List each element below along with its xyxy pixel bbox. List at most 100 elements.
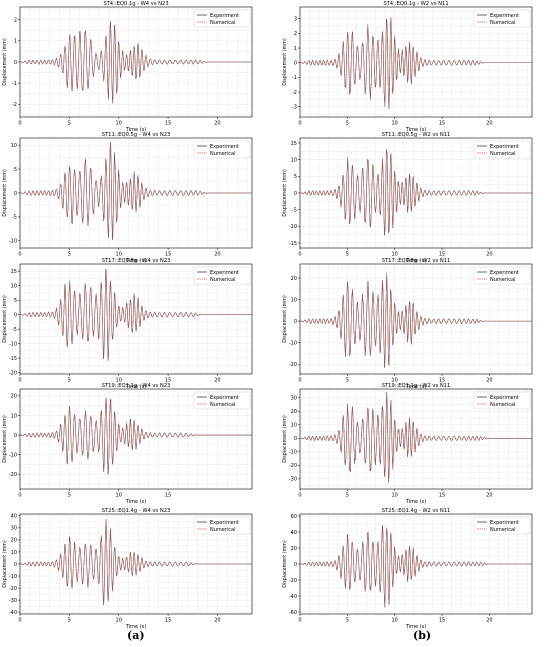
y-tick-label: 0 [14, 312, 17, 318]
legend-label-numerical: Numerical [490, 151, 516, 157]
y-tick-label: 10 [291, 423, 297, 429]
panel-label-b: (b) [413, 629, 432, 642]
y-tick-label: 20 [11, 538, 17, 544]
x-tick-label: 5 [346, 252, 349, 258]
y-tick-label: 0 [14, 191, 17, 197]
y-tick-label: -10 [289, 450, 297, 456]
x-tick-label: 5 [346, 618, 349, 624]
x-axis-label: Time (s) [405, 624, 426, 630]
y-tick-label: -10 [289, 341, 297, 347]
y-tick-label: -3 [292, 105, 297, 111]
y-tick-label: 0 [14, 562, 17, 568]
series-numerical-line [299, 151, 532, 234]
series-numerical-line [299, 526, 532, 606]
x-tick-label: 15 [165, 618, 171, 624]
x-tick-label: 15 [439, 121, 445, 127]
legend-label-experiment: Experiment [490, 520, 519, 526]
y-tick-label: -40 [9, 610, 17, 616]
legend-label-numerical: Numerical [210, 402, 236, 408]
y-tick-label: -10 [9, 574, 17, 580]
x-tick-label: 10 [116, 378, 122, 384]
x-tick-label: 10 [392, 618, 398, 624]
x-axis-label: Time (s) [125, 258, 146, 264]
x-tick-label: 20 [214, 121, 220, 127]
y-tick-label: 5 [14, 167, 17, 173]
x-tick-label: 0 [18, 493, 21, 499]
y-tick-label: 0 [294, 61, 297, 67]
y-tick-label: 10 [11, 550, 17, 556]
x-tick-label: 0 [298, 121, 301, 127]
y-tick-label: -2 [12, 102, 17, 108]
y-tick-label: -20 [9, 472, 17, 478]
x-tick-label: 15 [165, 252, 171, 258]
y-tick-label: 20 [11, 394, 17, 400]
y-tick-label: 0 [14, 433, 17, 439]
y-tick-label: 0 [14, 60, 17, 66]
legend-label-numerical: Numerical [210, 151, 236, 157]
x-axis-label: Time (s) [125, 499, 146, 505]
x-tick-label: 10 [392, 252, 398, 258]
y-tick-label: -1 [292, 75, 297, 81]
y-tick-label: -10 [289, 224, 297, 230]
legend-box [193, 391, 251, 410]
legend-label-numerical: Numerical [490, 402, 516, 408]
x-tick-label: 20 [214, 252, 220, 258]
plot-frame [19, 388, 253, 490]
chart-title: ST25::EQ1.4g - W2 vs N11 [382, 508, 451, 514]
x-axis-label: Time (s) [405, 258, 426, 264]
x-tick-label: 20 [214, 378, 220, 384]
y-tick-label: -5 [12, 327, 17, 333]
legend-label-experiment: Experiment [210, 13, 239, 19]
y-tick-label: 5 [294, 174, 297, 180]
y-tick-label: 0 [294, 319, 297, 325]
x-tick-label: 20 [486, 618, 492, 624]
x-tick-label: 10 [116, 493, 122, 499]
y-tick-label: -30 [289, 477, 297, 483]
x-tick-label: 10 [392, 493, 398, 499]
y-tick-label: 20 [291, 546, 297, 552]
y-tick-label: 10 [291, 157, 297, 163]
x-axis-label: Time (s) [125, 624, 146, 630]
y-tick-label: 0 [294, 436, 297, 442]
x-axis-label: Time (s) [405, 127, 426, 133]
y-tick-label: -15 [9, 356, 17, 362]
legend-label-numerical: Numerical [490, 527, 516, 533]
y-tick-label: -10 [9, 341, 17, 347]
y-axis-label: Displacement (mm) [2, 415, 8, 463]
legend-label-experiment: Experiment [490, 144, 519, 150]
x-tick-label: 20 [486, 121, 492, 127]
x-tick-label: 5 [68, 493, 71, 499]
series-experiment-line [19, 141, 252, 240]
chart-title: ST19::EQ1.1g - W4 vs N23 [102, 383, 171, 389]
legend-box [193, 516, 251, 535]
chart-title: ST4::EQ0.1g - W2 vs N11 [383, 1, 448, 7]
y-tick-label: -5 [292, 207, 297, 213]
y-axis-label: Displacement (mm) [282, 540, 288, 588]
y-tick-label: 40 [11, 514, 17, 520]
y-tick-label: 30 [11, 526, 17, 532]
y-tick-label: 60 [291, 514, 297, 520]
x-tick-label: 20 [486, 252, 492, 258]
y-tick-label: -15 [289, 241, 297, 247]
legend-label-experiment: Experiment [210, 520, 239, 526]
legend-label-experiment: Experiment [210, 395, 239, 401]
series-numerical-line [19, 143, 252, 239]
y-tick-label: 15 [291, 141, 297, 147]
chart-title: ST17::EQ0.8g - W2 vs N11 [382, 258, 451, 264]
y-tick-label: -30 [9, 598, 17, 604]
x-tick-label: 15 [439, 618, 445, 624]
x-tick-label: 15 [165, 493, 171, 499]
series-numerical-line [299, 18, 532, 108]
y-axis-label: Displacement (mm) [282, 38, 288, 86]
y-tick-label: 10 [11, 284, 17, 290]
y-tick-label: 3 [294, 17, 297, 23]
y-axis-label: Displacement (mm) [282, 169, 288, 217]
legend-box [193, 266, 251, 285]
chart-title: ST11::EQ0.5g - W2 vs N11 [382, 132, 451, 138]
